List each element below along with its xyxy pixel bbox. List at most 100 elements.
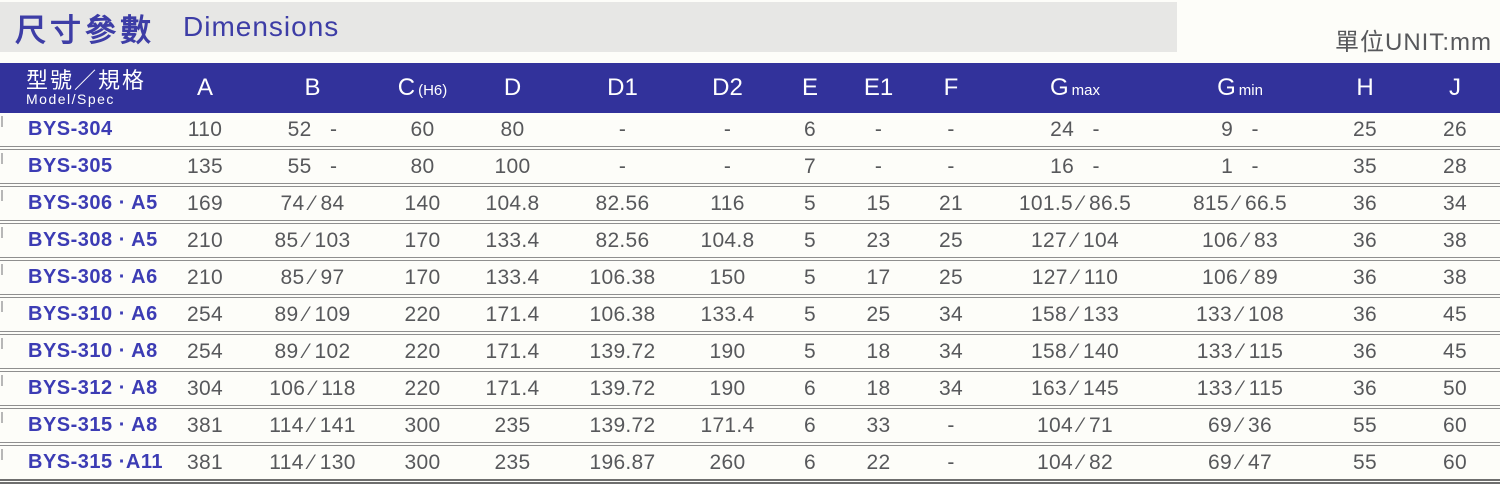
column-header-j: J bbox=[1410, 74, 1500, 102]
table-body: BYS-304 110 52 -60 80- -6- -24 -9 -25 26 BYS-30… bbox=[0, 113, 1500, 484]
value-cell-h: 35 bbox=[1353, 154, 1377, 178]
value-cell-gmax: 16 - bbox=[1050, 154, 1100, 178]
value-cell-d1: - bbox=[618, 154, 627, 178]
value-cell-d1: 106.38 bbox=[589, 302, 656, 326]
column-header-e1: E1 bbox=[845, 74, 912, 102]
value-cell-c: 170 bbox=[404, 228, 441, 252]
value-cell-e1: 25 bbox=[866, 302, 891, 326]
value-cell-f: 34 bbox=[939, 302, 963, 326]
value-cell-d1: 196.87 bbox=[589, 450, 656, 474]
value-cell-gmax: 127 ⁄ 104 bbox=[1031, 228, 1119, 252]
value-cell-e1: 18 bbox=[866, 339, 891, 363]
column-header-main: F bbox=[943, 74, 959, 101]
table-row: BYS-310 · A8 254 89 ⁄ 102 220 171.4 139.72 190… bbox=[0, 335, 1500, 372]
column-header-main: J bbox=[1449, 74, 1461, 101]
value-cell-d1: 82.56 bbox=[595, 228, 650, 252]
value-cell-b: 89 ⁄ 109 bbox=[274, 302, 351, 326]
value-cell-b: 85 ⁄ 103 bbox=[274, 228, 351, 252]
value-cell-j: 34 bbox=[1443, 191, 1467, 215]
value-cell-gmin: 1 - bbox=[1221, 154, 1259, 178]
value-cell-b: 52 - bbox=[287, 117, 338, 141]
model-cell: BYS-315 · A8 bbox=[28, 414, 158, 436]
value-cell-gmin: 133 ⁄ 115 bbox=[1196, 376, 1284, 400]
value-cell-j: 26 bbox=[1443, 117, 1467, 141]
model-cell: BYS-315 ·A11 bbox=[28, 451, 163, 473]
value-cell-f: - bbox=[947, 450, 955, 474]
value-cell-a: 381 bbox=[187, 413, 223, 437]
value-cell-d: 100 bbox=[494, 154, 531, 178]
model-header-en: Model/Spec bbox=[26, 91, 115, 108]
value-cell-e: 6 bbox=[804, 413, 816, 437]
value-cell-gmax: 163 ⁄ 145 bbox=[1031, 376, 1119, 400]
value-cell-d2: 133.4 bbox=[700, 302, 755, 326]
column-header-b: B bbox=[240, 74, 385, 102]
table-row: BYS-304 110 52 - 60 80 - - 6 - - 24 - 9 - 25 26 bbox=[0, 113, 1500, 150]
value-cell-e: 6 bbox=[804, 117, 816, 141]
model-cell: BYS-308 · A5 bbox=[28, 229, 158, 251]
value-cell-a: 210 bbox=[187, 228, 223, 252]
value-cell-f: 34 bbox=[939, 339, 963, 363]
model-cell: BYS-306 · A5 bbox=[28, 192, 158, 214]
value-cell-e: 5 bbox=[804, 302, 816, 326]
column-header-main: H bbox=[1356, 74, 1374, 101]
model-cell: BYS-308 · A6 bbox=[28, 266, 158, 288]
value-cell-b: 85 ⁄ 97 bbox=[280, 265, 345, 289]
value-cell-d: 171.4 bbox=[485, 302, 540, 326]
value-cell-gmin: 106 ⁄ 89 bbox=[1202, 265, 1278, 289]
value-cell-a: 254 bbox=[187, 302, 223, 326]
value-cell-gmin: 133 ⁄ 108 bbox=[1196, 302, 1284, 326]
value-cell-c: 220 bbox=[404, 302, 441, 326]
value-cell-c: 80 bbox=[410, 154, 435, 178]
value-cell-gmax: 158 ⁄ 133 bbox=[1031, 302, 1119, 326]
value-cell-j: 60 bbox=[1443, 413, 1467, 437]
value-cell-gmax: 104 ⁄ 71 bbox=[1037, 413, 1113, 437]
value-cell-d: 171.4 bbox=[485, 376, 540, 400]
value-cell-gmin: 69 ⁄ 47 bbox=[1208, 450, 1272, 474]
value-cell-h: 55 bbox=[1353, 450, 1377, 474]
value-cell-c: 220 bbox=[404, 339, 441, 363]
value-cell-f: 21 bbox=[939, 191, 963, 215]
value-cell-f: 34 bbox=[939, 376, 963, 400]
value-cell-e: 5 bbox=[804, 339, 816, 363]
value-cell-c: 60 bbox=[410, 117, 435, 141]
value-cell-a: 110 bbox=[187, 117, 223, 141]
value-cell-f: - bbox=[947, 154, 955, 178]
column-header-main: E1 bbox=[863, 74, 894, 101]
value-cell-gmin: 133 ⁄ 115 bbox=[1196, 339, 1284, 363]
value-cell-e: 6 bbox=[804, 376, 816, 400]
table-row: BYS-308 · A5 210 85 ⁄ 103 170 133.4 82.56 104.… bbox=[0, 224, 1500, 261]
value-cell-e1: 17 bbox=[866, 265, 891, 289]
value-cell-e1: - bbox=[874, 154, 883, 178]
column-header-main: E bbox=[801, 74, 818, 101]
value-cell-j: 50 bbox=[1443, 376, 1467, 400]
value-cell-a: 381 bbox=[187, 450, 223, 474]
model-cell: BYS-304 bbox=[28, 118, 113, 140]
value-cell-a: 304 bbox=[187, 376, 223, 400]
column-header-f: F bbox=[912, 74, 990, 102]
value-cell-d: 235 bbox=[494, 450, 531, 474]
value-cell-e: 5 bbox=[804, 191, 816, 215]
value-cell-j: 38 bbox=[1443, 228, 1467, 252]
value-cell-d: 133.4 bbox=[485, 228, 540, 252]
value-cell-d: 171.4 bbox=[485, 339, 540, 363]
model-cell: BYS-310 · A8 bbox=[28, 340, 158, 362]
column-header-e: E bbox=[775, 74, 845, 102]
value-cell-d2: 116 bbox=[710, 191, 745, 215]
value-cell-gmax: 101.5 ⁄ 86.5 bbox=[1018, 191, 1132, 215]
value-cell-e: 7 bbox=[804, 154, 816, 178]
column-header-main: B bbox=[304, 74, 321, 101]
value-cell-j: 60 bbox=[1443, 450, 1467, 474]
column-header-sub: max bbox=[1071, 82, 1100, 99]
column-header-main: D bbox=[503, 74, 522, 101]
value-cell-d2: 260 bbox=[709, 450, 746, 474]
table-row: BYS-315 ·A11 381 114 ⁄ 130 300 235 196.87 260 6… bbox=[0, 446, 1500, 484]
value-cell-c: 300 bbox=[404, 450, 441, 474]
value-cell-gmin: 815 ⁄ 66.5 bbox=[1192, 191, 1288, 215]
column-header-main: A bbox=[196, 74, 213, 101]
value-cell-d2: - bbox=[723, 154, 732, 178]
model-header-zh: 型號／規格 bbox=[26, 68, 147, 94]
value-cell-h: 36 bbox=[1353, 376, 1377, 400]
table-row: BYS-310 · A6 254 89 ⁄ 109 220 171.4 106.38 133… bbox=[0, 298, 1500, 335]
